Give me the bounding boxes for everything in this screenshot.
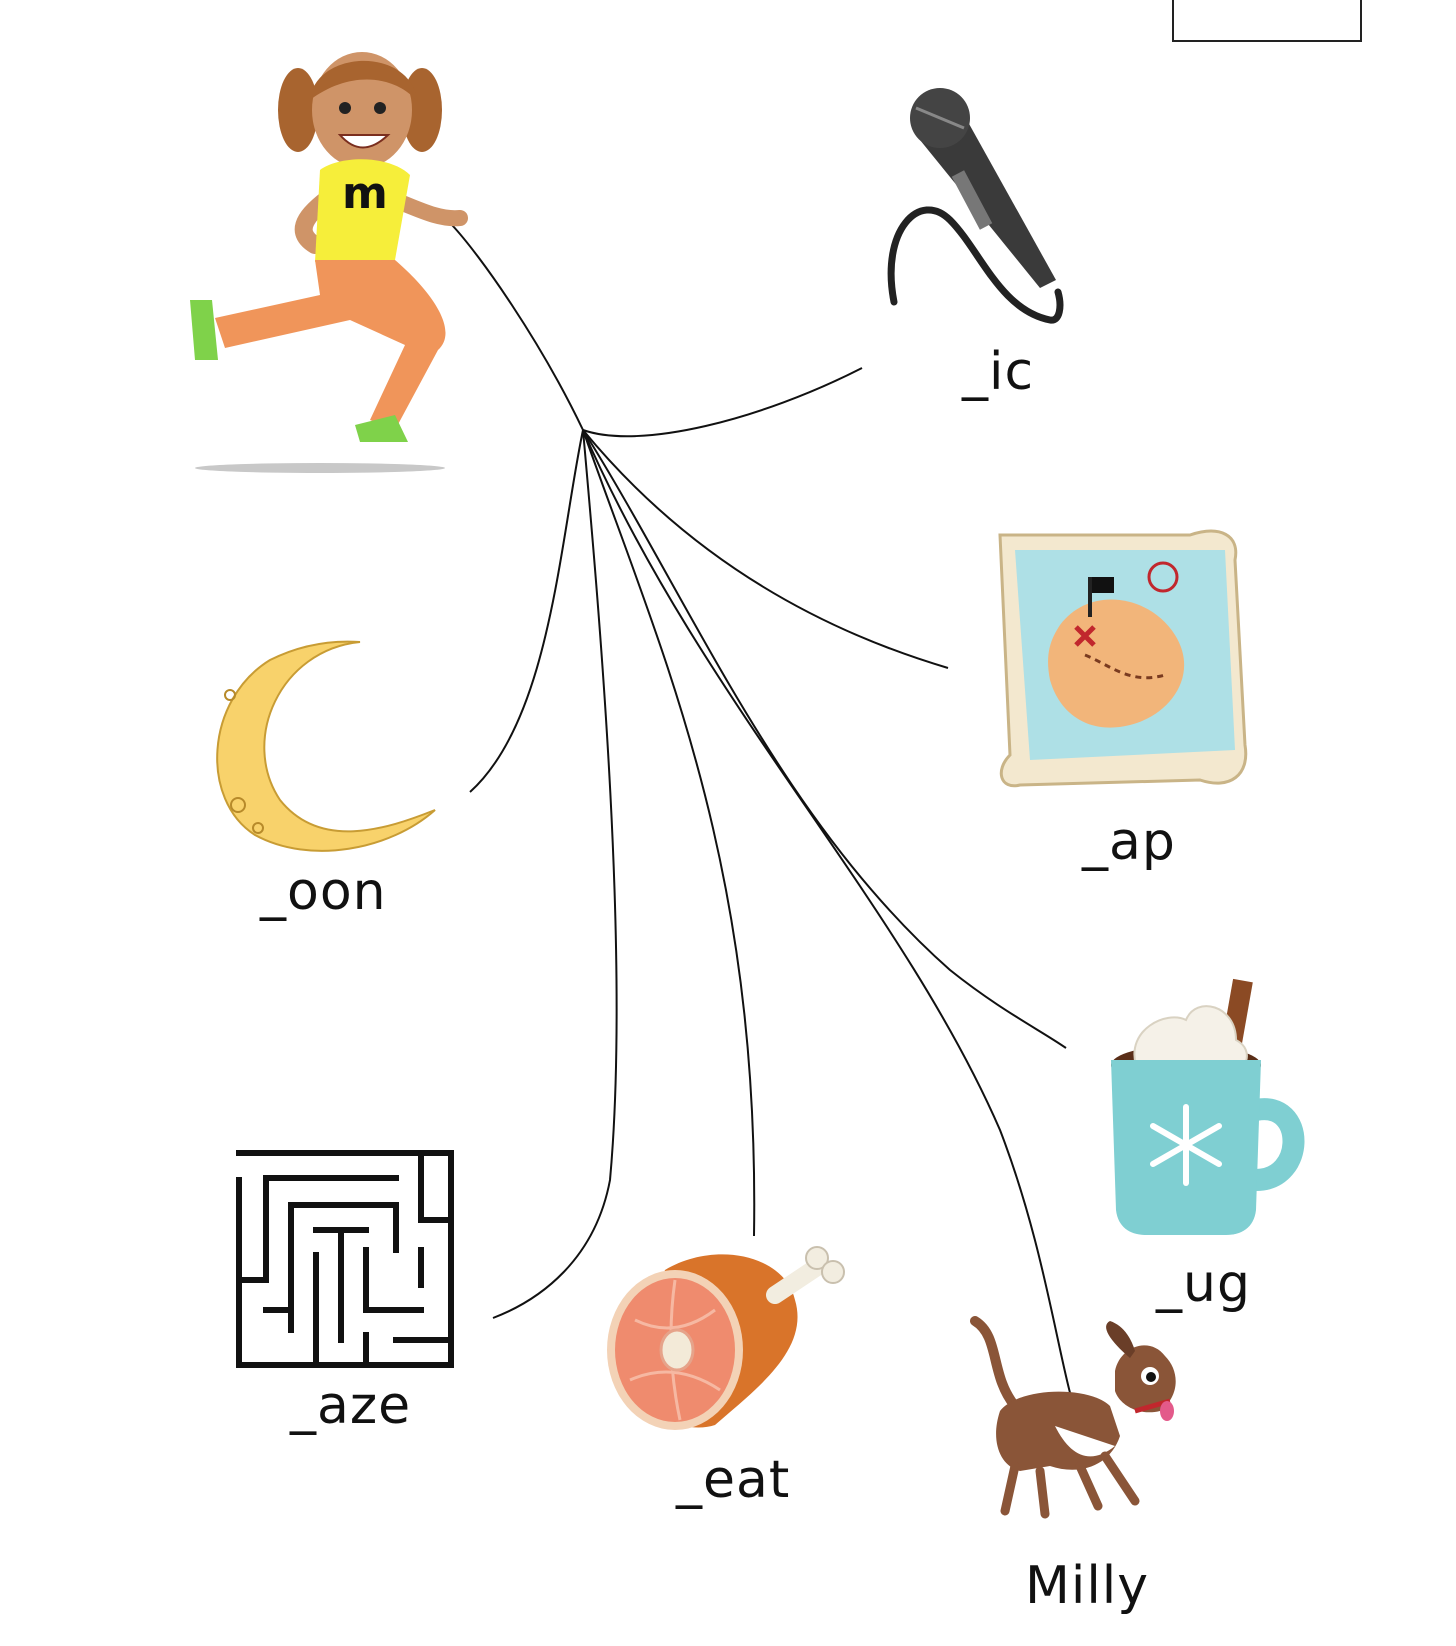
word-oon: _oon bbox=[260, 862, 387, 922]
line-to-ap bbox=[583, 430, 948, 668]
word-eat: _eat bbox=[676, 1450, 790, 1510]
girl-running-illustration bbox=[190, 30, 490, 480]
crescent-moon-icon bbox=[210, 640, 440, 860]
treasure-map-icon bbox=[990, 515, 1260, 800]
line-to-aze bbox=[493, 430, 617, 1318]
word-ic: _ic bbox=[962, 342, 1034, 402]
word-aze: _aze bbox=[290, 1376, 411, 1436]
shirt-letter: m bbox=[342, 168, 389, 219]
ham-meat-icon bbox=[605, 1240, 850, 1435]
dog-milly-icon bbox=[960, 1316, 1190, 1526]
word-milly: Milly bbox=[1025, 1556, 1149, 1616]
word-ap: _ap bbox=[1082, 812, 1176, 872]
line-to-ic bbox=[583, 368, 862, 436]
word-ug: _ug bbox=[1156, 1254, 1251, 1314]
line-to-oon bbox=[470, 430, 583, 792]
line-to-eat bbox=[583, 430, 754, 1236]
microphone-icon bbox=[880, 80, 1100, 340]
hot-chocolate-mug-icon bbox=[1096, 980, 1306, 1235]
maze-icon bbox=[236, 1150, 454, 1368]
